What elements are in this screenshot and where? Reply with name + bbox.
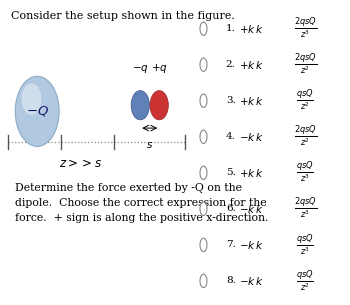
- Text: $+q$: $+q$: [151, 62, 168, 75]
- Text: 8.: 8.: [226, 276, 236, 285]
- Text: $\frac{2qsQ}{z^3}$: $\frac{2qsQ}{z^3}$: [294, 16, 317, 41]
- Circle shape: [200, 94, 207, 107]
- Text: $+k\,k$: $+k\,k$: [239, 95, 264, 107]
- Text: 7.: 7.: [226, 240, 236, 249]
- Text: $+k\,k$: $+k\,k$: [239, 23, 264, 35]
- Circle shape: [200, 274, 207, 288]
- Text: 3.: 3.: [226, 96, 236, 105]
- Text: $\frac{2qsQ}{z^2}$: $\frac{2qsQ}{z^2}$: [294, 52, 317, 77]
- Text: 2.: 2.: [226, 60, 236, 69]
- Text: $\frac{qsQ}{z^2}$: $\frac{qsQ}{z^2}$: [296, 268, 314, 293]
- Circle shape: [131, 91, 149, 120]
- Text: $-q$: $-q$: [132, 63, 149, 75]
- Circle shape: [200, 166, 207, 180]
- Text: $-k\,k$: $-k\,k$: [239, 275, 264, 287]
- Text: $\frac{2qsQ}{z^2}$: $\frac{2qsQ}{z^2}$: [294, 124, 317, 149]
- Text: $\frac{qsQ}{z^2}$: $\frac{qsQ}{z^2}$: [296, 88, 314, 113]
- Text: $-k\,k$: $-k\,k$: [239, 239, 264, 251]
- Text: $\frac{qsQ}{z^3}$: $\frac{qsQ}{z^3}$: [296, 232, 314, 257]
- Text: Consider the setup shown in the figure.: Consider the setup shown in the figure.: [12, 11, 235, 21]
- Text: 4.: 4.: [226, 132, 236, 141]
- Circle shape: [200, 22, 207, 35]
- Text: $+k\,k$: $+k\,k$: [239, 59, 264, 71]
- Text: $z >> s$: $z >> s$: [59, 157, 102, 170]
- Text: $-k\,k$: $-k\,k$: [239, 203, 264, 215]
- Circle shape: [200, 238, 207, 252]
- Text: $-Q$: $-Q$: [26, 104, 49, 118]
- Text: Determine the force exerted by -Q on the
dipole.  Choose the correct expression : Determine the force exerted by -Q on the…: [15, 183, 269, 223]
- Text: 5.: 5.: [226, 168, 236, 177]
- Circle shape: [200, 202, 207, 216]
- Text: $-k\,k$: $-k\,k$: [239, 131, 264, 143]
- Text: $s$: $s$: [146, 140, 153, 150]
- Text: $+k\,k$: $+k\,k$: [239, 167, 264, 179]
- Circle shape: [200, 130, 207, 143]
- Circle shape: [200, 58, 207, 71]
- Text: $\frac{2qsQ}{z^3}$: $\frac{2qsQ}{z^3}$: [294, 196, 317, 221]
- Text: 1.: 1.: [226, 24, 236, 33]
- Circle shape: [15, 76, 59, 146]
- Circle shape: [22, 83, 41, 115]
- Text: 6.: 6.: [226, 204, 236, 213]
- Circle shape: [150, 91, 168, 120]
- Text: $\frac{qsQ}{z^3}$: $\frac{qsQ}{z^3}$: [296, 160, 314, 185]
